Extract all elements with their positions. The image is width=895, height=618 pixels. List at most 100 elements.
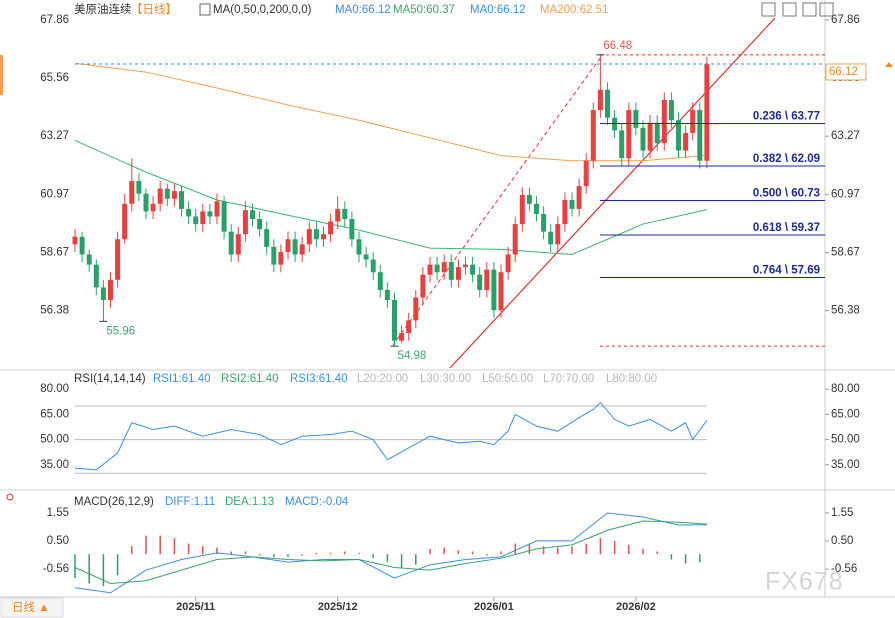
candle-body xyxy=(548,231,554,245)
candle-body xyxy=(463,264,468,268)
fib-label: 0.236 \ 63.77 xyxy=(753,111,820,123)
candle-body xyxy=(79,236,85,255)
period-button[interactable] xyxy=(0,597,64,618)
rsi-line xyxy=(74,401,708,471)
candle-body xyxy=(72,236,78,245)
toolbar-button[interactable] xyxy=(761,2,776,17)
candle-body xyxy=(100,287,106,301)
candle-body xyxy=(292,239,298,255)
candle-body xyxy=(484,269,490,290)
y-tick-label-left: 1.55 xyxy=(47,507,69,519)
candle-body xyxy=(590,110,596,161)
candle-body xyxy=(626,110,632,159)
y-tick-label-left: 0.50 xyxy=(47,535,69,547)
legend-entry: L20:20.00 xyxy=(357,373,408,385)
candle-body xyxy=(370,259,376,273)
extreme-label: 54.98 xyxy=(398,350,427,362)
last-price-label: 66.12 xyxy=(829,66,858,78)
candle-body xyxy=(278,251,284,265)
legend-entry: MA200:62.51 xyxy=(540,4,608,16)
candle-body xyxy=(335,208,341,222)
candle-body xyxy=(186,208,192,217)
macd-line xyxy=(74,520,707,584)
toolbar-button[interactable] xyxy=(802,2,817,17)
candle-body xyxy=(576,186,582,209)
y-tick-label: 1.55 xyxy=(831,507,853,519)
candle-body xyxy=(250,210,255,220)
candle-body xyxy=(235,234,241,255)
candle-body xyxy=(683,132,689,151)
candle-body xyxy=(569,200,575,209)
candle-body xyxy=(654,122,660,144)
candle-body xyxy=(93,264,99,288)
y-tick-label: 58.67 xyxy=(831,247,860,259)
legend-entry: L50:50.00 xyxy=(482,373,533,385)
fib-label: 0.618 \ 59.37 xyxy=(753,222,820,234)
candle-body xyxy=(676,120,681,151)
settings-icon[interactable] xyxy=(6,493,14,501)
legend-entry: RSI2:61.40 xyxy=(221,373,279,385)
legend-entry: MA0:66.12 xyxy=(335,4,391,16)
y-tick-label-left: 63.27 xyxy=(40,130,69,142)
candle-body xyxy=(541,213,547,232)
candle-body xyxy=(271,246,277,265)
candle-body xyxy=(356,239,362,255)
legend-entry: MA50:60.37 xyxy=(393,4,455,16)
candle-body xyxy=(562,200,568,225)
candle-body xyxy=(704,63,710,161)
candle-body xyxy=(214,201,220,217)
extreme-label: 66.48 xyxy=(603,40,632,52)
fib-label: 0.500 \ 60.73 xyxy=(753,188,820,200)
x-tick-label: 2025/12 xyxy=(318,601,358,613)
x-tick-label: 2025/11 xyxy=(176,601,215,613)
candle-body xyxy=(690,110,696,133)
watermark: FX678 xyxy=(765,568,844,596)
candle-body xyxy=(171,191,177,199)
legend-entry: MA0:66.12 xyxy=(470,4,526,16)
candle-body xyxy=(661,99,667,144)
candle-body xyxy=(193,216,199,225)
candle-body xyxy=(136,181,142,194)
candle-body xyxy=(413,297,419,321)
candle-body xyxy=(434,264,440,273)
candle-body xyxy=(427,264,433,275)
candle-body xyxy=(349,219,355,240)
candle-body xyxy=(179,191,184,209)
candle-body xyxy=(647,122,653,151)
toolbar-button[interactable] xyxy=(782,2,797,17)
candle-body xyxy=(633,110,639,128)
candle-body xyxy=(207,211,213,217)
candle-body xyxy=(519,194,525,225)
candle-body xyxy=(150,203,156,212)
period-button-label[interactable]: 日线 ▲ xyxy=(12,600,50,614)
candle-body xyxy=(264,229,270,247)
legend-entry: DIFF:1.11 xyxy=(165,496,215,508)
candle-body xyxy=(328,221,334,235)
candle-body xyxy=(534,203,539,214)
candle-body xyxy=(143,193,149,212)
legend-entry: RSI3:61.40 xyxy=(290,373,348,385)
y-tick-label-left: 80.00 xyxy=(40,383,69,395)
period-label[interactable]: 【日线】 xyxy=(131,2,177,16)
rsi-title: RSI(14,14,14) xyxy=(74,373,146,385)
y-tick-label-left: 65.56 xyxy=(40,72,69,84)
candle-body xyxy=(221,201,227,232)
y-tick-label-left: 65.00 xyxy=(40,408,69,420)
candle-body xyxy=(583,160,589,187)
trend-line xyxy=(449,17,776,369)
indicator-icon[interactable] xyxy=(199,3,211,16)
y-tick-label: 60.97 xyxy=(831,188,860,200)
y-tick-label-left: 50.00 xyxy=(40,434,69,446)
y-tick-label: 35.00 xyxy=(831,459,860,471)
candle-body xyxy=(605,89,610,118)
candle-body xyxy=(306,229,312,245)
candle-body xyxy=(526,194,532,204)
candle-body xyxy=(377,272,383,290)
candle-body xyxy=(392,300,397,341)
toolbar-button[interactable] xyxy=(819,2,834,17)
candle-body xyxy=(313,229,319,240)
y-tick-label-left: 58.67 xyxy=(40,247,69,259)
last-price-arrow xyxy=(885,61,893,67)
